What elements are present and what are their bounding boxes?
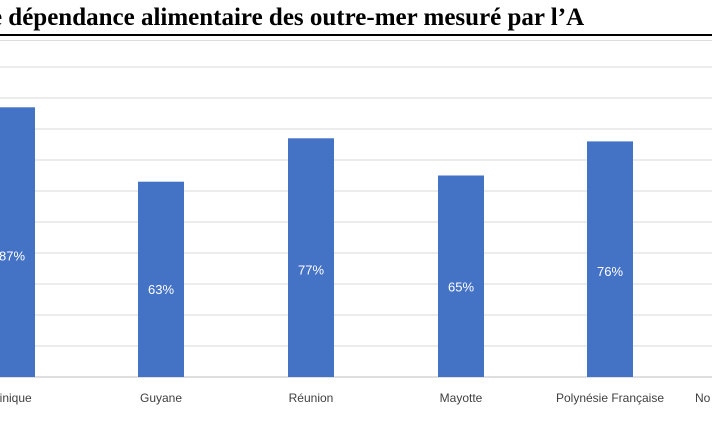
title-text: le dépendance alimentaire des outre-mer … bbox=[0, 4, 585, 31]
category-label: Mayotte bbox=[440, 391, 483, 405]
category-label: Polynésie Française bbox=[556, 391, 664, 405]
data-label: 76% bbox=[597, 264, 623, 279]
page-title: le dépendance alimentaire des outre-mer … bbox=[0, 0, 712, 40]
category-label: Réunion bbox=[289, 391, 334, 405]
category-label: No bbox=[695, 391, 711, 405]
bar-4 bbox=[438, 175, 484, 377]
bar-1 bbox=[0, 107, 35, 378]
chart-frame-top bbox=[0, 40, 712, 41]
bar-3 bbox=[288, 138, 334, 377]
data-label: 87% bbox=[0, 249, 25, 264]
bar-5 bbox=[587, 141, 633, 377]
bar-2 bbox=[138, 181, 184, 377]
data-label: 65% bbox=[448, 279, 474, 294]
data-label: 63% bbox=[148, 282, 174, 297]
category-label: Guyane bbox=[140, 391, 182, 405]
data-label: 77% bbox=[298, 263, 324, 278]
category-label: rtinique bbox=[0, 391, 32, 405]
title-underline bbox=[0, 34, 712, 36]
